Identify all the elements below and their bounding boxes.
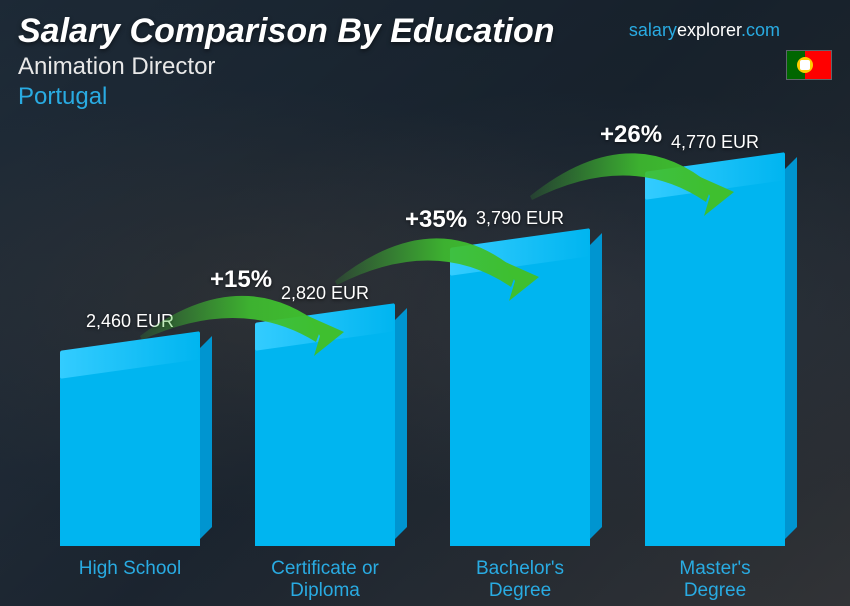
percentage-increase-label: +35% — [405, 206, 467, 234]
bar-group: 2,460 EURHigh School — [60, 355, 200, 546]
flag-red-stripe — [805, 51, 831, 79]
flag-emblem-icon — [797, 57, 813, 73]
brand-part1: salary — [629, 20, 677, 40]
chart-subtitle: Animation Director — [18, 53, 832, 81]
increase-arrow: +35% — [335, 206, 535, 321]
flag-icon — [786, 50, 832, 80]
brand-domain: .com — [741, 20, 780, 40]
chart-area: 2,460 EURHigh School2,820 EURCertificate… — [40, 116, 800, 546]
increase-arrow: +15% — [140, 266, 340, 376]
bar-front-face — [60, 355, 200, 546]
bar-category-label: Bachelor'sDegree — [476, 558, 564, 602]
bar-side-face — [590, 233, 602, 539]
percentage-increase-label: +26% — [600, 121, 662, 149]
percentage-increase-label: +15% — [210, 266, 272, 294]
bar: 2,460 EUR — [60, 355, 200, 546]
bar-side-face — [395, 308, 407, 539]
brand-logo: salaryexplorer.com — [629, 20, 780, 41]
brand-part2: explorer — [677, 20, 741, 40]
increase-arrow: +26% — [530, 121, 730, 236]
bar-category-label: High School — [79, 558, 181, 580]
bar-category-label: Master'sDegree — [679, 558, 750, 602]
bar-category-label: Certificate orDiploma — [271, 558, 379, 602]
bar-side-face — [785, 157, 797, 539]
chart-container: Salary Comparison By Education Animation… — [0, 0, 850, 606]
